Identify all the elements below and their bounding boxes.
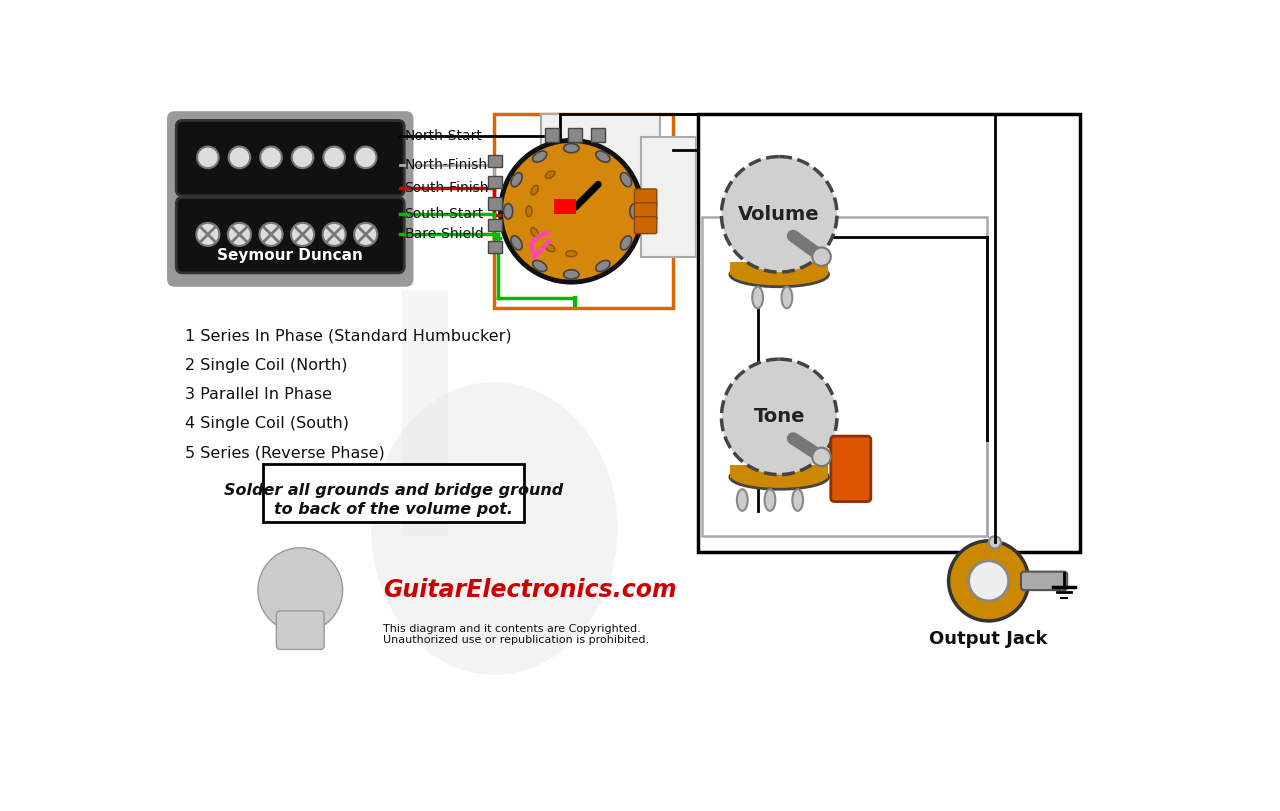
Text: South-Finish: South-Finish <box>404 181 489 195</box>
Ellipse shape <box>566 251 577 257</box>
Circle shape <box>948 541 1029 621</box>
Bar <box>568 128 582 142</box>
Text: 5 Series (Reverse Phase): 5 Series (Reverse Phase) <box>184 445 384 461</box>
FancyBboxPatch shape <box>177 120 404 196</box>
Text: Unauthorized use or republication is prohibited.: Unauthorized use or republication is pro… <box>383 635 649 646</box>
Bar <box>402 290 448 536</box>
Circle shape <box>722 157 837 272</box>
Ellipse shape <box>532 151 547 162</box>
Text: Seymour Duncan: Seymour Duncan <box>218 247 364 263</box>
Ellipse shape <box>197 147 219 168</box>
Circle shape <box>813 448 831 466</box>
Text: Solder all grounds and bridge ground: Solder all grounds and bridge ground <box>224 483 563 497</box>
Text: 3 Parallel In Phase: 3 Parallel In Phase <box>184 387 332 402</box>
Ellipse shape <box>324 147 344 168</box>
FancyBboxPatch shape <box>1021 572 1068 590</box>
Circle shape <box>500 140 643 282</box>
Text: GuitarElectronics.com: GuitarElectronics.com <box>383 578 676 602</box>
Ellipse shape <box>545 244 556 251</box>
Text: to back of the volume pot.: to back of the volume pot. <box>274 502 513 517</box>
FancyBboxPatch shape <box>177 197 404 272</box>
Bar <box>703 217 987 536</box>
Ellipse shape <box>526 206 532 217</box>
Ellipse shape <box>260 223 283 246</box>
Ellipse shape <box>371 382 617 675</box>
Text: 4 Single Coil (South): 4 Single Coil (South) <box>184 416 348 431</box>
Ellipse shape <box>730 465 828 489</box>
Ellipse shape <box>782 287 792 308</box>
FancyBboxPatch shape <box>635 203 657 220</box>
Ellipse shape <box>196 223 219 246</box>
Text: North-Finish: North-Finish <box>404 158 488 172</box>
Ellipse shape <box>595 151 611 162</box>
Ellipse shape <box>595 260 611 272</box>
Circle shape <box>813 247 831 266</box>
Ellipse shape <box>730 262 828 287</box>
Circle shape <box>257 547 343 633</box>
Ellipse shape <box>503 204 513 219</box>
Text: South-Start: South-Start <box>404 208 484 221</box>
Bar <box>488 241 502 253</box>
Ellipse shape <box>621 173 631 187</box>
Ellipse shape <box>621 236 631 250</box>
Ellipse shape <box>323 223 346 246</box>
Text: Volume: Volume <box>739 205 820 224</box>
Ellipse shape <box>764 489 776 511</box>
FancyBboxPatch shape <box>831 436 870 501</box>
Bar <box>545 128 559 142</box>
Ellipse shape <box>511 173 522 187</box>
Ellipse shape <box>531 185 539 195</box>
Bar <box>591 128 605 142</box>
Text: Bare-Shield: Bare-Shield <box>404 227 484 242</box>
Bar <box>488 219 502 231</box>
Ellipse shape <box>563 144 579 152</box>
Ellipse shape <box>229 147 250 168</box>
Ellipse shape <box>532 260 547 272</box>
Ellipse shape <box>630 204 639 219</box>
Ellipse shape <box>531 228 539 238</box>
FancyBboxPatch shape <box>635 217 657 234</box>
Text: This diagram and it contents are Copyrighted.: This diagram and it contents are Copyrig… <box>383 624 640 633</box>
Ellipse shape <box>228 223 251 246</box>
Bar <box>494 114 673 308</box>
Bar <box>640 137 696 257</box>
Circle shape <box>722 359 837 474</box>
FancyBboxPatch shape <box>168 111 413 287</box>
Ellipse shape <box>563 270 579 279</box>
Bar <box>554 199 576 214</box>
Bar <box>488 176 502 188</box>
Bar <box>540 114 660 190</box>
Ellipse shape <box>545 171 556 178</box>
Text: North-Start: North-Start <box>404 129 483 143</box>
Ellipse shape <box>753 287 763 308</box>
Text: Tone: Tone <box>754 407 805 427</box>
Ellipse shape <box>737 489 748 511</box>
Ellipse shape <box>292 147 314 168</box>
Text: Output Jack: Output Jack <box>929 629 1048 648</box>
Text: 2 Single Coil (North): 2 Single Coil (North) <box>184 358 347 373</box>
Ellipse shape <box>792 489 803 511</box>
Ellipse shape <box>355 147 376 168</box>
Ellipse shape <box>511 236 522 250</box>
Circle shape <box>969 561 1009 601</box>
Bar <box>730 465 828 478</box>
FancyBboxPatch shape <box>635 189 657 206</box>
Bar <box>488 197 502 210</box>
FancyBboxPatch shape <box>276 611 324 650</box>
Bar <box>488 155 502 167</box>
Ellipse shape <box>260 147 282 168</box>
Ellipse shape <box>291 223 314 246</box>
Circle shape <box>988 536 1001 548</box>
Text: 1 Series In Phase (Standard Humbucker): 1 Series In Phase (Standard Humbucker) <box>184 328 512 344</box>
Ellipse shape <box>355 223 378 246</box>
FancyBboxPatch shape <box>264 464 525 522</box>
Bar <box>699 114 1079 551</box>
Bar <box>730 262 828 275</box>
